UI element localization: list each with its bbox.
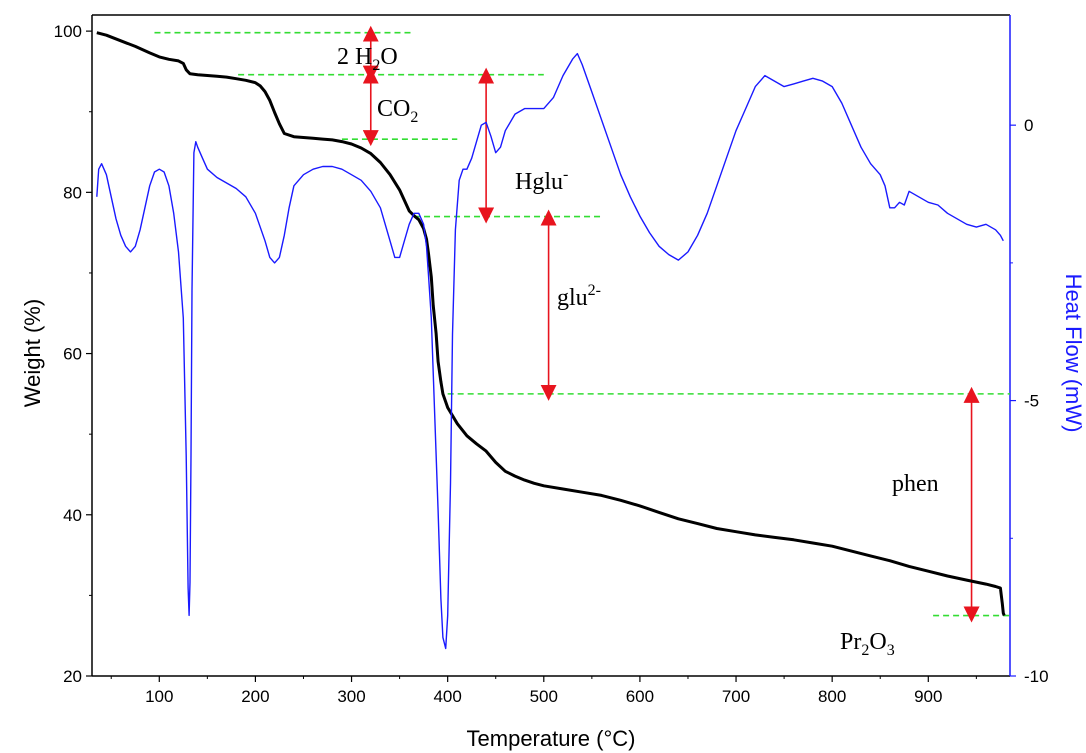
y-tick-label: 80 — [63, 183, 82, 202]
x-tick-label: 800 — [818, 687, 846, 706]
y-tick-label: 60 — [63, 345, 82, 364]
x-tick-label: 400 — [433, 687, 461, 706]
guide-lines — [154, 31, 1010, 617]
x-axis-title: Temperature (°C) — [467, 726, 636, 751]
annotation-2h2o: 2 H2O — [337, 44, 398, 74]
annotation-pr2o3: Pr2O3 — [840, 629, 895, 659]
annotation-phen: phen — [892, 471, 939, 497]
heat-flow-line — [96, 52, 1004, 650]
x-tick-label: 900 — [914, 687, 942, 706]
y-tick-label: 100 — [54, 22, 82, 41]
x-tick-label: 300 — [337, 687, 365, 706]
y2-tick-label: 0 — [1024, 116, 1033, 135]
annotation-co2: CO2 — [377, 96, 418, 126]
y2-tick-label: -10 — [1024, 667, 1049, 686]
x-tick-label: 200 — [241, 687, 269, 706]
step-arrows — [362, 25, 980, 623]
y-tick-label: 20 — [63, 667, 82, 686]
y-axis-ticks: 20 40 60 80 100 — [54, 22, 92, 686]
annotation-hglu: Hglu- — [515, 166, 568, 195]
x-axis-ticks: 100 200 300 400 500 600 700 800 900 — [110, 676, 977, 706]
plot-frame — [91, 14, 1011, 677]
y-tick-label: 40 — [63, 506, 82, 525]
x-tick-label: 600 — [626, 687, 654, 706]
x-tick-label: 500 — [530, 687, 558, 706]
x-tick-label: 100 — [145, 687, 173, 706]
weight-line — [96, 31, 1006, 617]
series-group — [96, 31, 1006, 650]
y-axis-title: Weight (%) — [20, 299, 45, 407]
y2-axis-title: Heat Flow (mW) — [1061, 274, 1086, 433]
y2-tick-label: -5 — [1024, 392, 1039, 411]
y2-axis-ticks: -10 -5 0 — [1010, 116, 1049, 686]
annotation-glu: glu2- — [557, 282, 601, 311]
x-tick-label: 700 — [722, 687, 750, 706]
